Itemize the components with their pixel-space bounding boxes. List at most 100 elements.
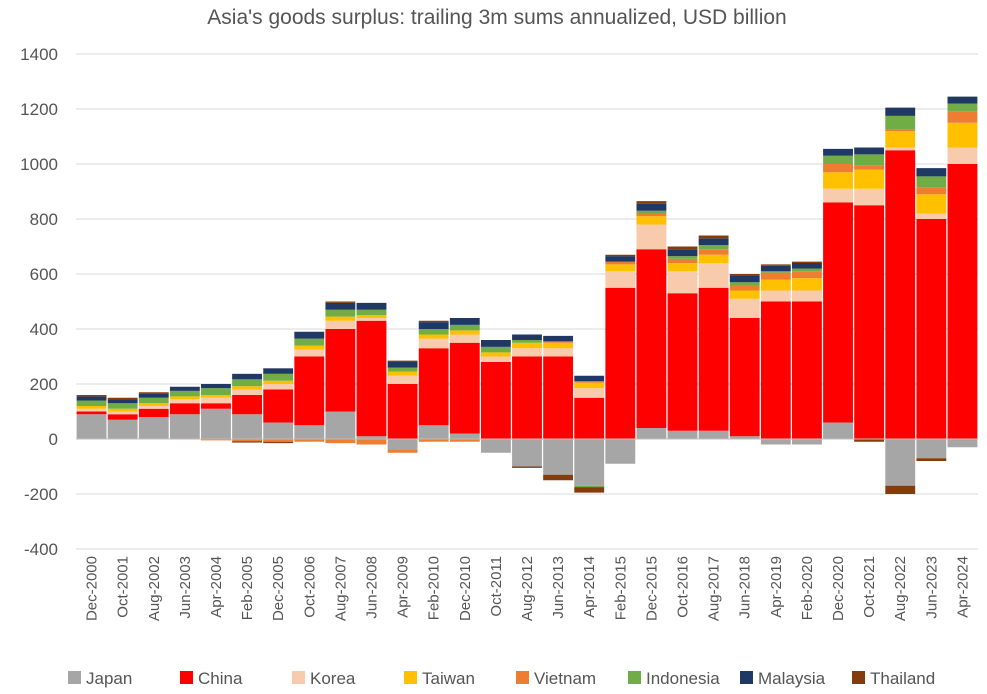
x-tick-label: Dec-2000 [84,556,101,621]
bar-taiwan-jun-2023 [916,194,947,214]
legend-label-korea: Korea [310,669,356,688]
bar-japan-aug-2012 [512,439,542,467]
x-tick-label: Jun-2023 [923,556,940,619]
bar-vietnam-oct-2006 [294,439,325,442]
bar-indonesia-dec-2020 [823,155,853,164]
legend-label-thailand: Thailand [870,669,935,688]
bar-indonesia-jun-2008 [356,309,387,316]
bar-malaysia-feb-2020 [792,263,822,269]
bar-japan-apr-2019 [760,439,791,445]
bar-korea-jun-2013 [543,348,574,357]
bar-japan-feb-2010 [418,425,449,439]
bar-taiwan-oct-2006 [294,345,325,350]
bar-malaysia-jun-2008 [356,302,387,310]
bar-korea-oct-2006 [294,349,325,357]
bar-thailand-jun-2013 [543,474,574,481]
x-tick-label: Dec-2020 [830,556,847,621]
bar-taiwan-aug-2022 [885,131,916,148]
bar-china-feb-2005 [232,395,262,415]
bar-taiwan-aug-2002 [138,403,169,406]
y-tick-label: 600 [30,265,58,284]
bar-japan-dec-2000 [76,414,107,439]
bar-thailand-oct-2016 [667,246,698,250]
bar-japan-aug-2022 [885,439,916,486]
bar-china-aug-2007 [325,329,356,412]
bar-china-apr-2014 [574,397,605,439]
bar-malaysia-feb-2015 [605,256,636,262]
bar-taiwan-apr-2024 [947,122,978,148]
bar-korea-jun-2003 [169,399,200,404]
bar-indonesia-jun-2018 [729,282,760,285]
bar-vietnam-jun-2013 [543,341,574,343]
bar-china-aug-2012 [512,356,542,439]
bar-japan-apr-2024 [947,439,978,448]
bar-vietnam-feb-2015 [605,261,636,265]
bar-taiwan-oct-2001 [107,408,138,412]
y-tick-label: 1000 [20,155,58,174]
bar-china-feb-2010 [418,348,449,426]
bar-taiwan-apr-2009 [387,371,418,376]
bar-thailand-oct-2001 [107,397,138,400]
bar-indonesia-aug-2017 [698,245,729,250]
bar-vietnam-dec-2020 [823,164,853,173]
y-tick-label: 1200 [20,100,58,119]
bar-korea-oct-2016 [667,271,698,294]
bar-vietnam-jun-2023 [916,187,947,195]
bar-malaysia-apr-2024 [947,96,978,104]
bar-thailand-aug-2022 [885,485,916,494]
bar-china-oct-2011 [480,362,511,439]
bar-china-jun-2018 [729,318,760,437]
bar-japan-jun-2023 [916,439,947,459]
bar-korea-oct-2011 [480,356,511,362]
x-tick-label: Oct-2001 [115,556,132,618]
bar-taiwan-feb-2005 [232,386,262,390]
bar-malaysia-dec-2015 [636,203,667,211]
bar-malaysia-apr-2009 [387,362,418,368]
legend-swatch-taiwan [404,671,417,684]
legend-swatch-vietnam [516,671,529,684]
bar-thailand-dec-2000 [76,395,107,397]
bar-korea-aug-2007 [325,320,356,329]
bar-taiwan-dec-2000 [76,406,107,409]
bar-indonesia-apr-2024 [947,103,978,112]
legend: Japan China Korea Taiwan Vietnam Indonesia Mal… [68,669,935,688]
bar-taiwan-dec-2005 [263,380,294,384]
bar-korea-apr-2004 [201,397,231,404]
legend-label-vietnam: Vietnam [534,669,596,688]
bar-malaysia-dec-2020 [823,148,853,156]
legend-swatch-china [180,671,193,684]
bar-taiwan-aug-2007 [325,316,356,321]
bar-korea-dec-2020 [823,188,853,203]
bar-taiwan-aug-2012 [512,342,542,349]
bar-thailand-jun-2023 [916,458,947,461]
bar-taiwan-dec-2015 [636,216,667,225]
legend-swatch-japan [68,671,81,684]
bar-indonesia-dec-2000 [76,400,107,406]
bar-china-aug-2017 [698,287,729,431]
bar-indonesia-oct-2001 [107,403,138,409]
bar-thailand-feb-2005 [232,441,262,443]
bar-malaysia-apr-2019 [760,265,791,272]
bar-china-feb-2020 [792,301,822,439]
bar-japan-apr-2014 [574,439,605,486]
bar-taiwan-oct-2021 [854,169,885,189]
bar-malaysia-aug-2022 [885,107,916,116]
bar-indonesia-aug-2007 [325,309,356,317]
bar-indonesia-apr-2019 [760,271,791,273]
x-tick-label: Apr-2024 [954,556,971,618]
bar-indonesia-aug-2002 [138,397,169,404]
chart-title: Asia's goods surplus: trailing 3m sums a… [207,6,786,29]
bar-thailand-apr-2009 [387,360,418,362]
x-tick-label: Aug-2022 [892,556,909,621]
x-tick-label: Jun-2013 [550,556,567,619]
bar-korea-dec-2000 [76,408,107,412]
bar-japan-feb-2020 [792,439,822,445]
x-tick-label: Apr-2009 [395,556,412,618]
bar-vietnam-oct-2016 [667,258,698,263]
bar-vietnam-dec-2010 [449,439,480,442]
bar-malaysia-oct-2001 [107,399,138,404]
bar-china-jun-2023 [916,219,947,439]
bar-taiwan-feb-2020 [792,278,822,291]
bar-thailand-dec-2015 [636,201,667,204]
bar-thailand-aug-2007 [325,301,356,303]
